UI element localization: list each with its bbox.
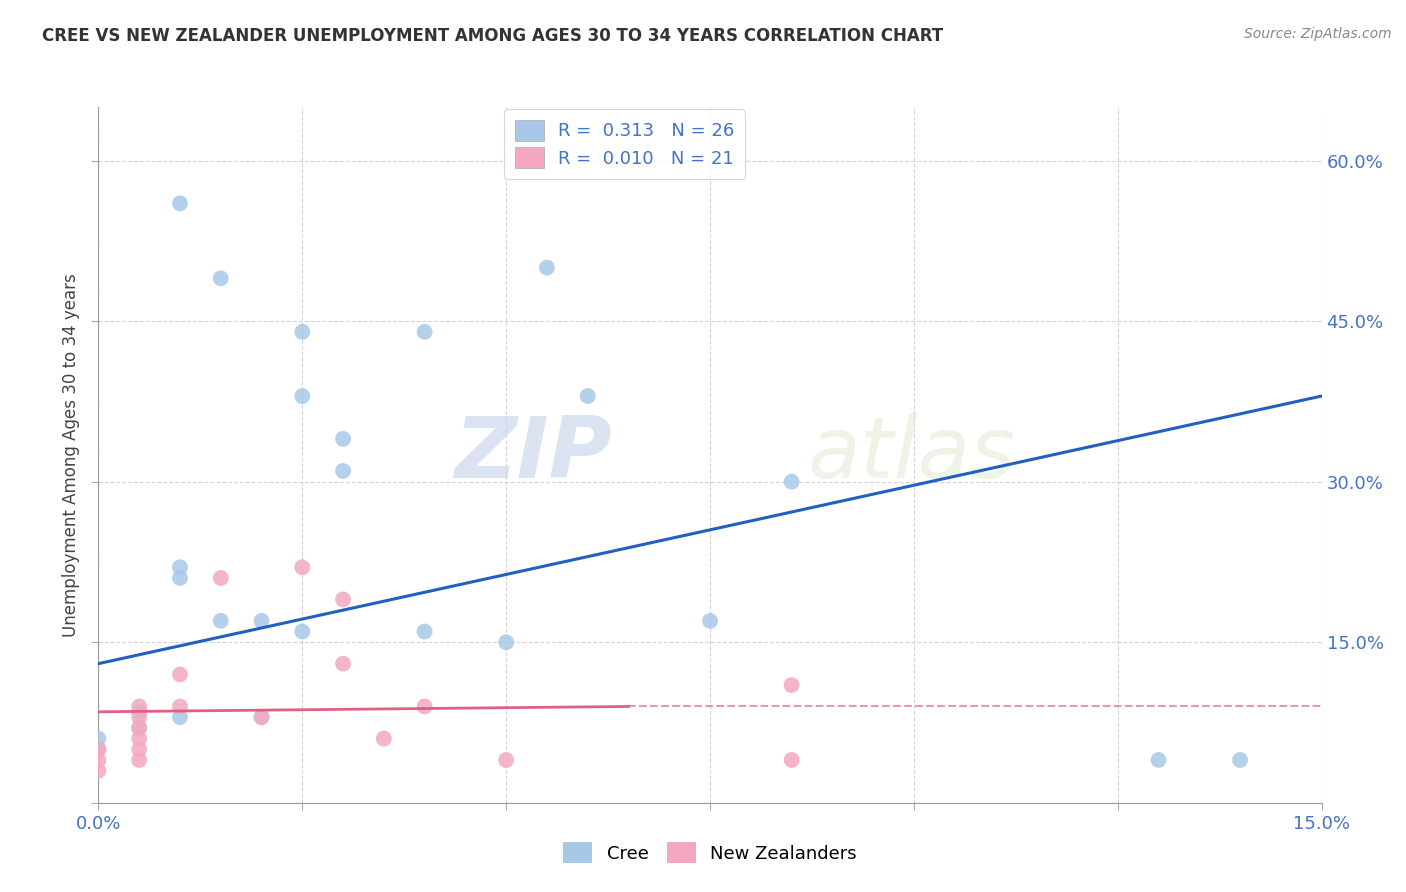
Text: ZIP: ZIP xyxy=(454,413,612,497)
Point xyxy=(495,635,517,649)
Point xyxy=(332,657,354,671)
Point xyxy=(291,560,314,574)
Point xyxy=(1229,753,1251,767)
Point xyxy=(291,624,314,639)
Point xyxy=(87,731,110,746)
Point xyxy=(87,764,110,778)
Point xyxy=(128,721,150,735)
Point xyxy=(1147,753,1170,767)
Point xyxy=(373,731,395,746)
Point xyxy=(413,699,436,714)
Legend: Cree, New Zealanders: Cree, New Zealanders xyxy=(557,835,863,871)
Point xyxy=(291,389,314,403)
Point xyxy=(291,325,314,339)
Point xyxy=(250,710,273,724)
Point xyxy=(332,432,354,446)
Point xyxy=(332,592,354,607)
Point xyxy=(576,389,599,403)
Text: atlas: atlas xyxy=(808,413,1017,497)
Point xyxy=(780,475,803,489)
Point xyxy=(169,699,191,714)
Point xyxy=(413,624,436,639)
Point xyxy=(209,271,232,285)
Point xyxy=(495,753,517,767)
Point xyxy=(169,667,191,681)
Point xyxy=(128,753,150,767)
Text: CREE VS NEW ZEALANDER UNEMPLOYMENT AMONG AGES 30 TO 34 YEARS CORRELATION CHART: CREE VS NEW ZEALANDER UNEMPLOYMENT AMONG… xyxy=(42,27,943,45)
Point xyxy=(209,571,232,585)
Point xyxy=(169,710,191,724)
Point xyxy=(128,731,150,746)
Point xyxy=(699,614,721,628)
Point xyxy=(169,560,191,574)
Point xyxy=(169,196,191,211)
Point xyxy=(87,742,110,756)
Point xyxy=(332,464,354,478)
Point xyxy=(209,614,232,628)
Point xyxy=(87,753,110,767)
Point xyxy=(128,705,150,719)
Point xyxy=(780,678,803,692)
Point xyxy=(250,710,273,724)
Point xyxy=(87,742,110,756)
Point xyxy=(536,260,558,275)
Point xyxy=(128,742,150,756)
Point xyxy=(780,753,803,767)
Text: Source: ZipAtlas.com: Source: ZipAtlas.com xyxy=(1244,27,1392,41)
Point xyxy=(169,571,191,585)
Point xyxy=(128,721,150,735)
Point xyxy=(128,699,150,714)
Point xyxy=(250,614,273,628)
Point xyxy=(413,325,436,339)
Y-axis label: Unemployment Among Ages 30 to 34 years: Unemployment Among Ages 30 to 34 years xyxy=(62,273,80,637)
Point xyxy=(128,710,150,724)
